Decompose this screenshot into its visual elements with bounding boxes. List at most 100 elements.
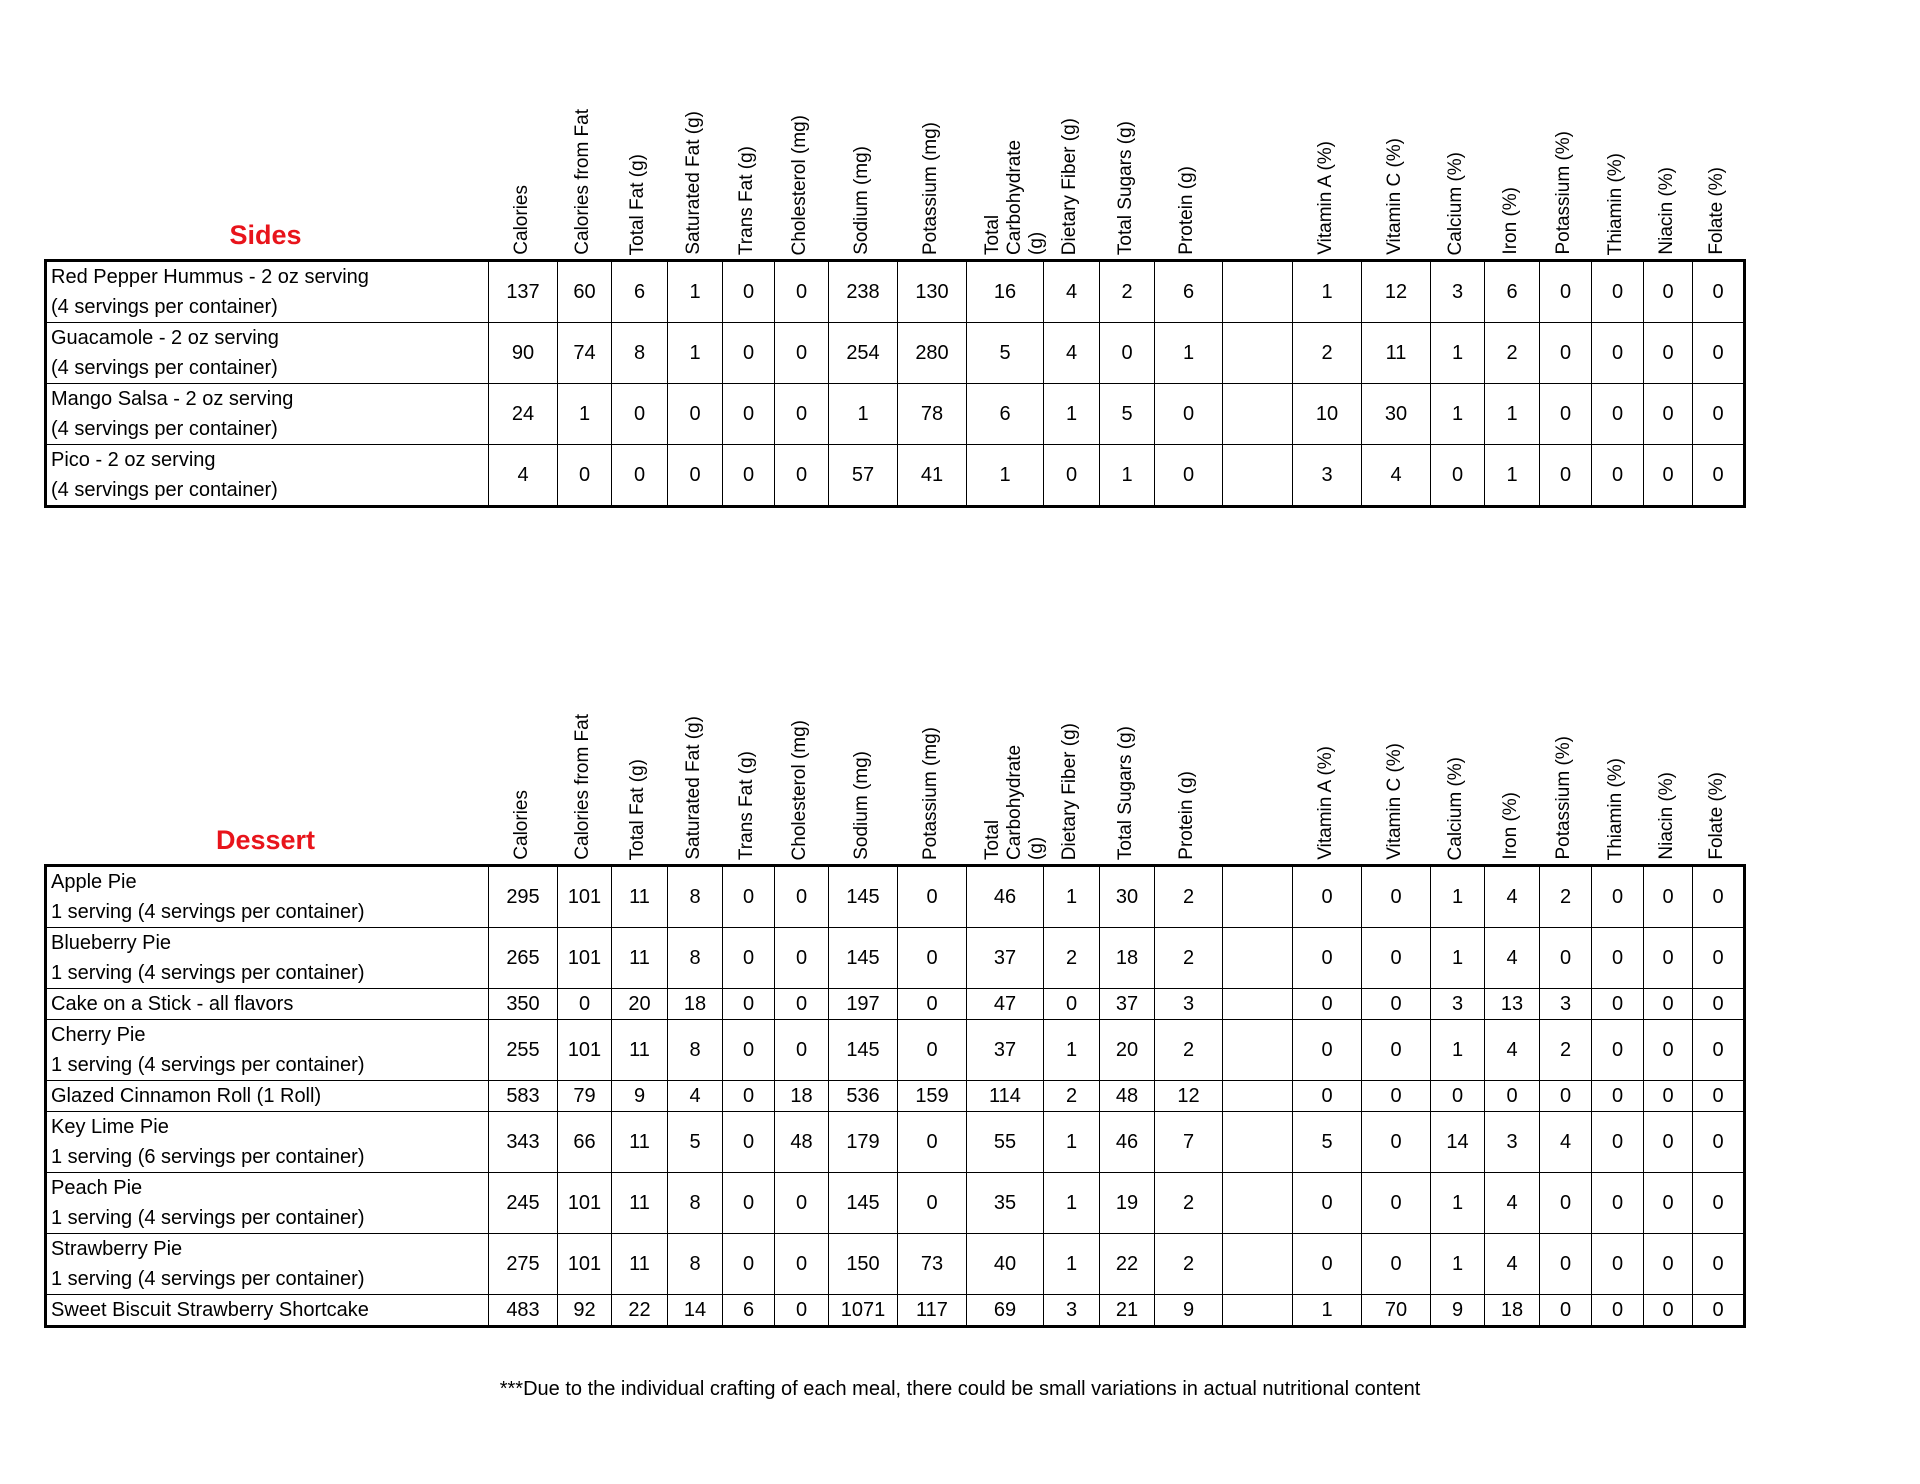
column-header-label: Potassium (%)	[1553, 736, 1574, 860]
value-cell: 2	[1154, 1233, 1223, 1295]
value-cell: 0	[722, 1080, 775, 1112]
value-cell: 1	[966, 444, 1044, 507]
column-header-label: Total Carbohydrate (g)	[981, 744, 1047, 860]
value-cell: 583	[488, 1080, 558, 1112]
item-name: Guacamole - 2 oz serving	[51, 327, 279, 349]
value-cell: 0	[1591, 444, 1644, 507]
value-cell: 0	[774, 383, 829, 445]
value-cell: 30	[1361, 383, 1431, 445]
column-header-label: Thiamin (%)	[1605, 152, 1626, 255]
item-name: Key Lime Pie	[51, 1116, 169, 1138]
value-cell: 3	[1292, 444, 1362, 507]
value-cell: 0	[1292, 1172, 1362, 1234]
value-cell: 1	[1430, 1172, 1485, 1234]
value-cell: 0	[1591, 1019, 1644, 1081]
item-serving-note: 1 serving (4 servings per container)	[51, 962, 365, 984]
nutrition-table: Red Pepper Hummus - 2 oz serving (4 servi…	[44, 259, 1746, 508]
value-cell: 6	[1154, 260, 1223, 323]
value-cell: 295	[488, 865, 558, 928]
column-header: Iron (%)	[1483, 55, 1538, 259]
column-header-label: Saturated Fat (g)	[682, 111, 704, 255]
column-header: Total Carbohydrate (g)	[965, 55, 1047, 259]
column-header-label: Dietary Fiber (g)	[1059, 722, 1080, 860]
value-cell: 3	[1484, 1111, 1540, 1173]
value-cell: 1	[1043, 383, 1100, 445]
value-cell: 0	[1591, 1111, 1644, 1173]
item-name-cell: Cake on a Stick - all flavors	[45, 988, 489, 1020]
value-cell: 0	[774, 927, 829, 989]
value-cell: 1	[1043, 865, 1100, 928]
value-cell	[1222, 865, 1293, 928]
section-title: Dessert	[215, 825, 316, 855]
value-cell: 1	[1292, 260, 1362, 323]
value-cell: 0	[1591, 988, 1644, 1020]
column-header-label: Cholesterol (mg)	[789, 719, 810, 860]
value-cell: 3	[1043, 1294, 1100, 1327]
value-cell: 483	[488, 1294, 558, 1327]
footer-note: ***Due to the individual crafting of eac…	[499, 1378, 1421, 1400]
value-cell: 0	[897, 865, 967, 928]
column-header: Vitamin A (%)	[1291, 55, 1360, 259]
value-cell: 69	[966, 1294, 1044, 1327]
value-cell: 275	[488, 1233, 558, 1295]
sides-section: Sides Calories Calories from Fat Total Fat …	[44, 55, 1746, 508]
value-cell: 10	[1292, 383, 1362, 445]
value-cell: 0	[1591, 1294, 1644, 1327]
value-cell: 2	[1539, 1019, 1592, 1081]
value-cell: 0	[897, 927, 967, 989]
value-cell	[1222, 1172, 1293, 1234]
column-header-label: Sodium (mg)	[850, 751, 872, 860]
value-cell: 4	[1484, 1019, 1540, 1081]
value-cell: 0	[1539, 260, 1592, 323]
value-cell: 0	[1591, 1080, 1644, 1112]
value-cell: 8	[611, 322, 668, 384]
value-cell: 0	[1692, 1294, 1745, 1327]
value-cell: 1	[1430, 927, 1485, 989]
value-cell: 46	[966, 865, 1044, 928]
value-cell: 101	[557, 1172, 612, 1234]
value-cell: 0	[774, 322, 829, 384]
value-cell: 101	[557, 865, 612, 928]
value-cell: 48	[774, 1111, 829, 1173]
column-header-label: Total Carbohydrate (g)	[981, 139, 1047, 255]
value-cell: 0	[1692, 1172, 1745, 1234]
value-cell: 0	[1361, 1111, 1431, 1173]
item-name-cell: Peach Pie 1 serving (4 servings per conta…	[45, 1172, 489, 1234]
value-cell: 12	[1154, 1080, 1223, 1112]
column-header-label: Total Fat (g)	[627, 153, 648, 255]
value-cell: 35	[966, 1172, 1044, 1234]
value-cell: 2	[1154, 865, 1223, 928]
value-cell: 40	[966, 1233, 1044, 1295]
column-header: Calories from Fat	[556, 55, 610, 259]
value-cell	[1222, 927, 1293, 989]
value-cell: 0	[774, 1294, 829, 1327]
item-name-cell: Blueberry Pie 1 serving (4 servings per c…	[45, 927, 489, 989]
value-cell: 0	[1591, 1172, 1644, 1234]
item-name: Pico - 2 oz serving	[51, 449, 216, 471]
value-cell: 0	[1591, 383, 1644, 445]
value-cell: 18	[1099, 927, 1155, 989]
dessert-section: Dessert Calories Calories from Fat Total Fa…	[44, 660, 1746, 1328]
value-cell: 3	[1430, 260, 1485, 323]
column-header: Total Fat (g)	[610, 660, 666, 864]
column-header: Niacin (%)	[1642, 660, 1691, 864]
table-row: Mango Salsa - 2 oz serving (4 servings pe…	[45, 383, 1745, 445]
value-cell: 197	[828, 988, 898, 1020]
value-cell: 0	[722, 988, 775, 1020]
column-header: Calories	[487, 660, 556, 864]
value-cell: 0	[1539, 927, 1592, 989]
value-cell: 0	[774, 260, 829, 323]
value-cell: 0	[722, 1172, 775, 1234]
value-cell: 14	[1430, 1111, 1485, 1173]
value-cell: 0	[1292, 1233, 1362, 1295]
table-row: Apple Pie 1 serving (4 servings per conta…	[45, 865, 1745, 928]
value-cell: 30	[1099, 865, 1155, 928]
value-cell	[1222, 1019, 1293, 1081]
column-header: Protein (g)	[1153, 55, 1221, 259]
value-cell: 1	[667, 322, 723, 384]
column-header-label: Total Fat (g)	[627, 758, 648, 860]
value-cell: 0	[667, 383, 723, 445]
item-name-cell: Red Pepper Hummus - 2 oz serving (4 servi…	[45, 260, 489, 323]
value-cell: 48	[1099, 1080, 1155, 1112]
value-cell	[1222, 1294, 1293, 1327]
